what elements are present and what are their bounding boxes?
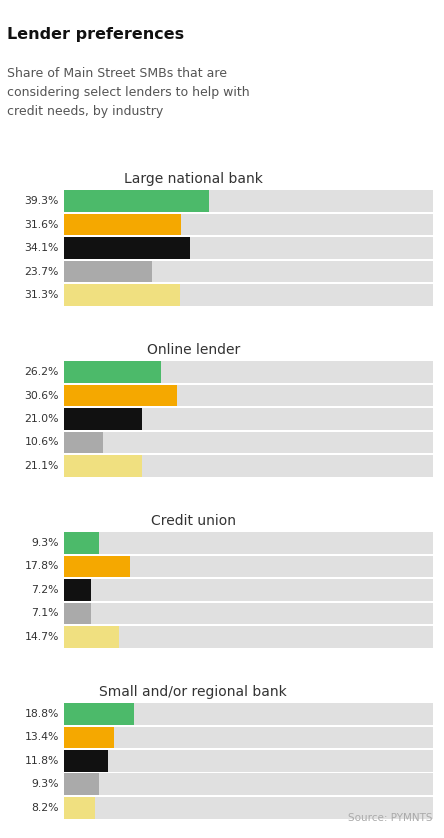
Text: 21.0%: 21.0% [24,414,59,424]
Text: 31.6%: 31.6% [25,220,59,230]
Text: 8.2%: 8.2% [32,803,59,813]
Text: 39.3%: 39.3% [25,196,59,206]
Bar [64,703,134,725]
Bar [64,556,433,577]
Bar [64,385,433,406]
Text: 11.8%: 11.8% [25,756,59,766]
Bar [64,703,433,725]
Bar [64,261,152,282]
Bar [64,579,433,601]
Text: 14.7%: 14.7% [25,632,59,642]
Text: 21.1%: 21.1% [25,461,59,471]
Bar [64,750,108,772]
Bar [64,361,433,383]
Text: Credit union: Credit union [151,514,236,528]
Bar [64,237,433,259]
Bar [64,750,433,772]
Bar [64,190,433,212]
Text: 31.3%: 31.3% [25,290,59,300]
Text: 18.8%: 18.8% [25,709,59,719]
Text: 7.1%: 7.1% [32,608,59,618]
Bar [64,361,161,383]
Bar [64,727,114,748]
Bar [64,556,130,577]
Bar [64,603,433,624]
Text: Source: PYMNTS: Source: PYMNTS [349,813,433,823]
Bar [64,261,433,282]
Bar [64,214,181,235]
Text: 34.1%: 34.1% [25,243,59,253]
Bar [64,284,180,306]
Bar [64,455,433,477]
Bar [64,773,99,795]
Text: 9.3%: 9.3% [32,538,59,548]
Text: 13.4%: 13.4% [25,732,59,742]
Bar [64,237,190,259]
Bar [64,214,433,235]
Text: 23.7%: 23.7% [25,266,59,277]
Bar [64,455,142,477]
Bar [64,190,209,212]
Text: 7.2%: 7.2% [32,585,59,595]
Bar [64,603,91,624]
Bar [64,432,433,453]
Text: 17.8%: 17.8% [25,561,59,572]
Text: Online lender: Online lender [147,343,240,357]
Bar [64,797,95,819]
Bar [64,432,103,453]
Text: Share of Main Street SMBs that are
considering select lenders to help with
credi: Share of Main Street SMBs that are consi… [7,67,249,118]
Bar [64,626,119,648]
Bar [64,408,142,430]
Text: 30.6%: 30.6% [24,391,59,401]
Text: 9.3%: 9.3% [32,779,59,789]
Bar [64,385,177,406]
Text: 26.2%: 26.2% [25,367,59,377]
Bar [64,579,91,601]
Text: 10.6%: 10.6% [24,437,59,447]
Bar [64,532,433,554]
Bar [64,727,433,748]
Text: Lender preferences: Lender preferences [7,27,184,42]
Bar [64,626,433,648]
Text: Small and/or regional bank: Small and/or regional bank [99,685,287,699]
Bar [64,284,433,306]
Bar [64,408,433,430]
Bar [64,797,433,819]
Bar [64,532,99,554]
Text: Large national bank: Large national bank [124,172,263,186]
Bar [64,773,433,795]
